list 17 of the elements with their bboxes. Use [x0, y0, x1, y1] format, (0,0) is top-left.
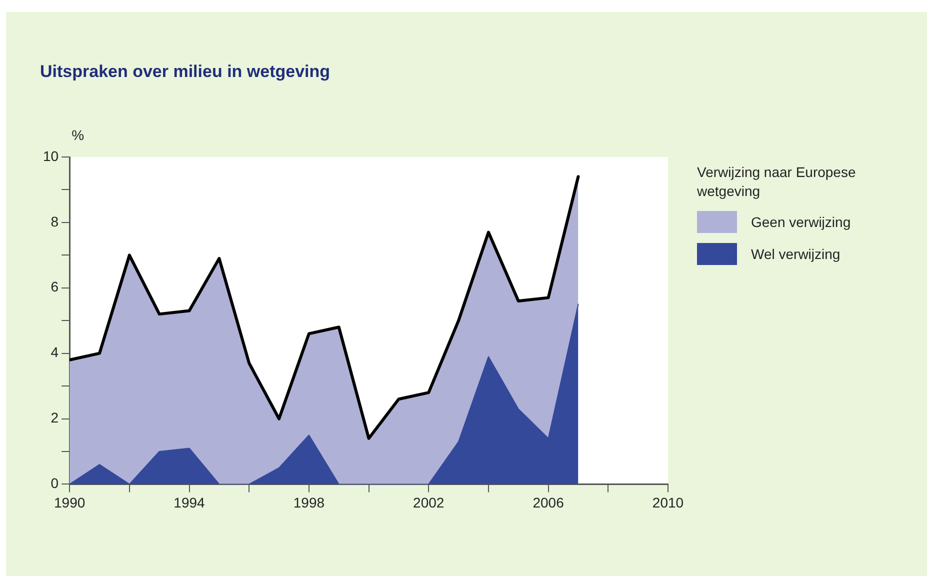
legend-label: Wel verwijzing [751, 246, 840, 262]
x-tick-label: 1990 [54, 494, 86, 510]
y-axis-title: % [72, 126, 84, 143]
x-tick-label: 2002 [413, 494, 444, 510]
chart-title: Uitspraken over milieu in wetgeving [40, 62, 330, 82]
y-tick-label: 6 [50, 278, 59, 295]
y-tick-label: 0 [50, 475, 59, 492]
y-tick-label: 8 [50, 213, 59, 230]
legend-title: Verwijzing naar Europese wetgeving [697, 163, 857, 201]
x-tick-label: 2006 [532, 494, 564, 510]
y-tick-label: 4 [50, 344, 59, 360]
x-tick-label: 1998 [293, 494, 325, 510]
x-tick-label: 1994 [174, 494, 206, 510]
x-tick-label: 2010 [652, 494, 684, 510]
legend-label: Geen verwijzing [751, 214, 851, 230]
y-tick-label: 2 [50, 410, 59, 426]
y-tick-label: 10 [42, 148, 59, 164]
